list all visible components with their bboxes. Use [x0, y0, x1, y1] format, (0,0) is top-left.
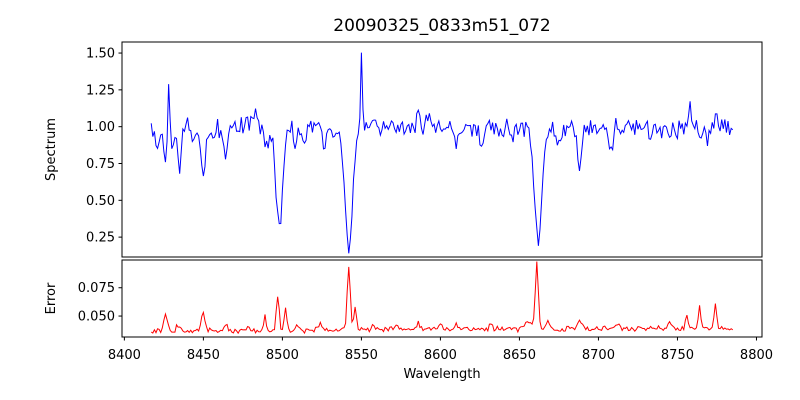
chart-plot-area: 0.25 0.50 0.75 1.00 1.25 1.50 0.050 0.075 8400 84…	[78, 41, 773, 363]
x-tick-label: 8500	[266, 348, 299, 363]
y-tick-label-spectrum: 1.25	[86, 83, 115, 98]
x-tick-label: 8700	[582, 348, 615, 363]
x-tick-label: 8650	[503, 348, 536, 363]
y-tick-label-spectrum: 1.50	[86, 47, 115, 62]
x-tick-label: 8400	[108, 348, 141, 363]
y-tick-label-error: 0.050	[78, 310, 115, 325]
x-tick-label: 8450	[187, 348, 220, 363]
y-tick-label-spectrum: 0.75	[86, 157, 115, 172]
error-frame	[121, 259, 763, 338]
y-tick-label-spectrum: 0.50	[86, 194, 115, 209]
y-tick-label-error: 0.075	[78, 281, 115, 296]
x-tick-label: 8800	[740, 348, 773, 363]
x-axis-label: Wavelength	[403, 367, 480, 382]
chart-title: 20090325_0833m51_072	[333, 16, 550, 36]
spectrum-frame	[121, 41, 763, 258]
x-tick-label: 8600	[424, 348, 457, 363]
y-axis-label-error: Error	[44, 282, 59, 314]
y-tick-label-spectrum: 0.25	[86, 231, 115, 246]
x-tick-label: 8750	[661, 348, 694, 363]
error-curve	[150, 261, 734, 335]
y-tick-label-spectrum: 1.00	[86, 120, 115, 135]
x-tick-label: 8550	[345, 348, 378, 363]
spectrum-curve	[150, 52, 734, 254]
y-axis-label-spectrum: Spectrum	[44, 118, 59, 181]
